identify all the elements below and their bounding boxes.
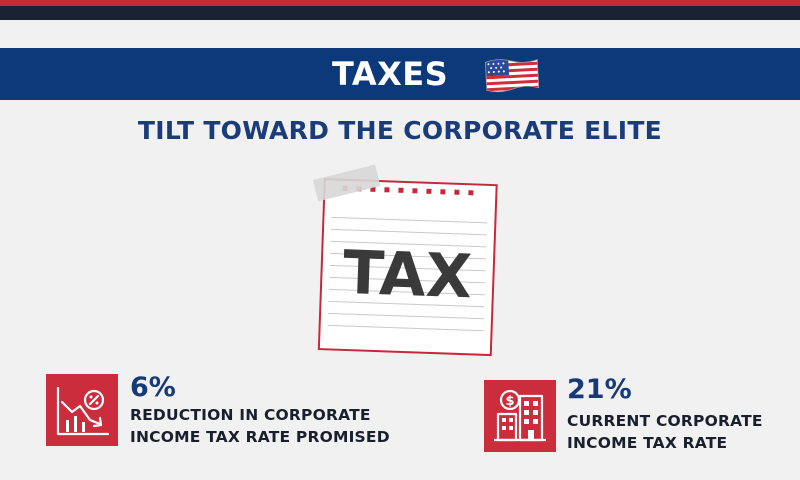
corporate-building-dollar-icon: $	[484, 380, 556, 452]
stat-value-reduction: 6%	[130, 372, 176, 403]
stat-value-current-rate: 21%	[567, 374, 632, 405]
top-accent-bar	[0, 0, 800, 6]
notepad-icon: TAX	[312, 164, 498, 357]
stat-label-reduction-line1: REDUCTION IN CORPORATE	[130, 406, 371, 424]
declining-chart-percent-icon	[46, 374, 118, 446]
subtitle: TILT TOWARD THE CORPORATE ELITE	[137, 116, 663, 145]
stat-label-reduction-line2: INCOME TAX RATE PROMISED	[130, 428, 390, 446]
svg-text:$: $	[505, 394, 514, 409]
stat-label-current-rate-line1: CURRENT CORPORATE	[567, 412, 763, 430]
top-dark-bar	[0, 6, 800, 20]
header-banner	[0, 48, 800, 100]
us-flag-icon	[484, 57, 540, 93]
header-title: TAXES	[332, 55, 449, 93]
stat-label-current-rate-line2: INCOME TAX RATE	[567, 434, 728, 452]
notepad-text: TAX	[342, 238, 473, 312]
